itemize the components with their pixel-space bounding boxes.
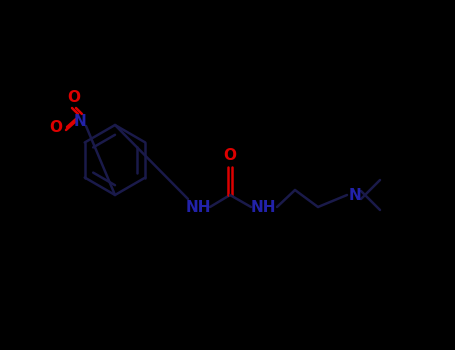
Text: NH: NH: [185, 199, 211, 215]
Text: N: N: [74, 114, 86, 130]
Text: NH: NH: [250, 199, 276, 215]
Text: O: O: [50, 120, 62, 135]
Text: N: N: [349, 188, 361, 203]
Text: O: O: [223, 147, 237, 162]
Text: O: O: [67, 91, 81, 105]
